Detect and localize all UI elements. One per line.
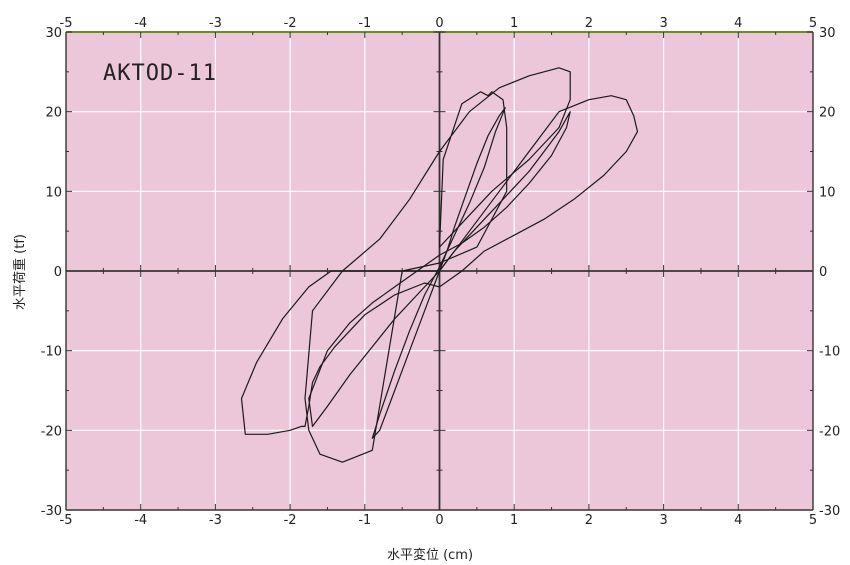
specimen-annotation: AKTOD-11 — [103, 61, 217, 86]
x-tick-label-bottom: 1 — [510, 513, 518, 528]
y-tick-label-right: 10 — [819, 185, 836, 200]
y-tick-label-left: -10 — [41, 345, 62, 360]
x-tick-label-bottom: 0 — [435, 513, 443, 528]
x-tick-label-top: -1 — [358, 16, 371, 31]
y-tick-label-left: 30 — [45, 26, 62, 41]
x-tick-label-bottom: -1 — [358, 513, 371, 528]
y-axis-label: 水平荷重 (tf) — [12, 234, 28, 310]
x-tick-label-top: -5 — [60, 16, 73, 31]
x-tick-label-bottom: 2 — [585, 513, 593, 528]
series-line-2 — [308, 111, 571, 427]
x-tick-label-bottom: 5 — [809, 513, 817, 528]
x-tick-label-top: 2 — [585, 16, 593, 31]
x-tick-label-bottom: -4 — [134, 513, 147, 528]
y-tick-label-right: -20 — [819, 424, 840, 439]
x-tick-label-top: -4 — [134, 16, 147, 31]
x-tick-label-top: 5 — [809, 16, 817, 31]
y-tick-label-left: 0 — [54, 265, 62, 280]
series-line-4 — [240, 95, 639, 435]
x-tick-label-bottom: -2 — [284, 513, 297, 528]
series-line-3 — [304, 67, 571, 463]
x-axis-label: 水平変位 (cm) — [387, 547, 473, 563]
y-tick-label-right: 30 — [819, 26, 836, 41]
y-tick-label-right: -10 — [819, 345, 840, 360]
x-tick-label-bottom: -3 — [209, 513, 222, 528]
y-tick-label-right: 20 — [819, 106, 836, 121]
x-tick-label-bottom: -5 — [60, 513, 73, 528]
series-group — [240, 67, 639, 463]
y-tick-label-left: 10 — [45, 185, 62, 200]
x-tick-label-top: 1 — [510, 16, 518, 31]
y-tick-label-left: 20 — [45, 106, 62, 121]
series-line-1 — [371, 107, 506, 439]
x-tick-label-bottom: 3 — [659, 513, 667, 528]
x-tick-label-top: 0 — [435, 16, 443, 31]
y-tick-label-right: 0 — [819, 265, 827, 280]
x-tick-label-bottom: 4 — [734, 513, 742, 528]
y-tick-label-right: -30 — [819, 504, 840, 519]
x-tick-label-top: -3 — [209, 16, 222, 31]
x-tick-label-top: 4 — [734, 16, 742, 31]
x-tick-label-top: -2 — [284, 16, 297, 31]
y-tick-label-left: -30 — [41, 504, 62, 519]
tick-marks — [65, 31, 814, 511]
y-tick-label-left: -20 — [41, 424, 62, 439]
x-tick-label-top: 3 — [659, 16, 667, 31]
